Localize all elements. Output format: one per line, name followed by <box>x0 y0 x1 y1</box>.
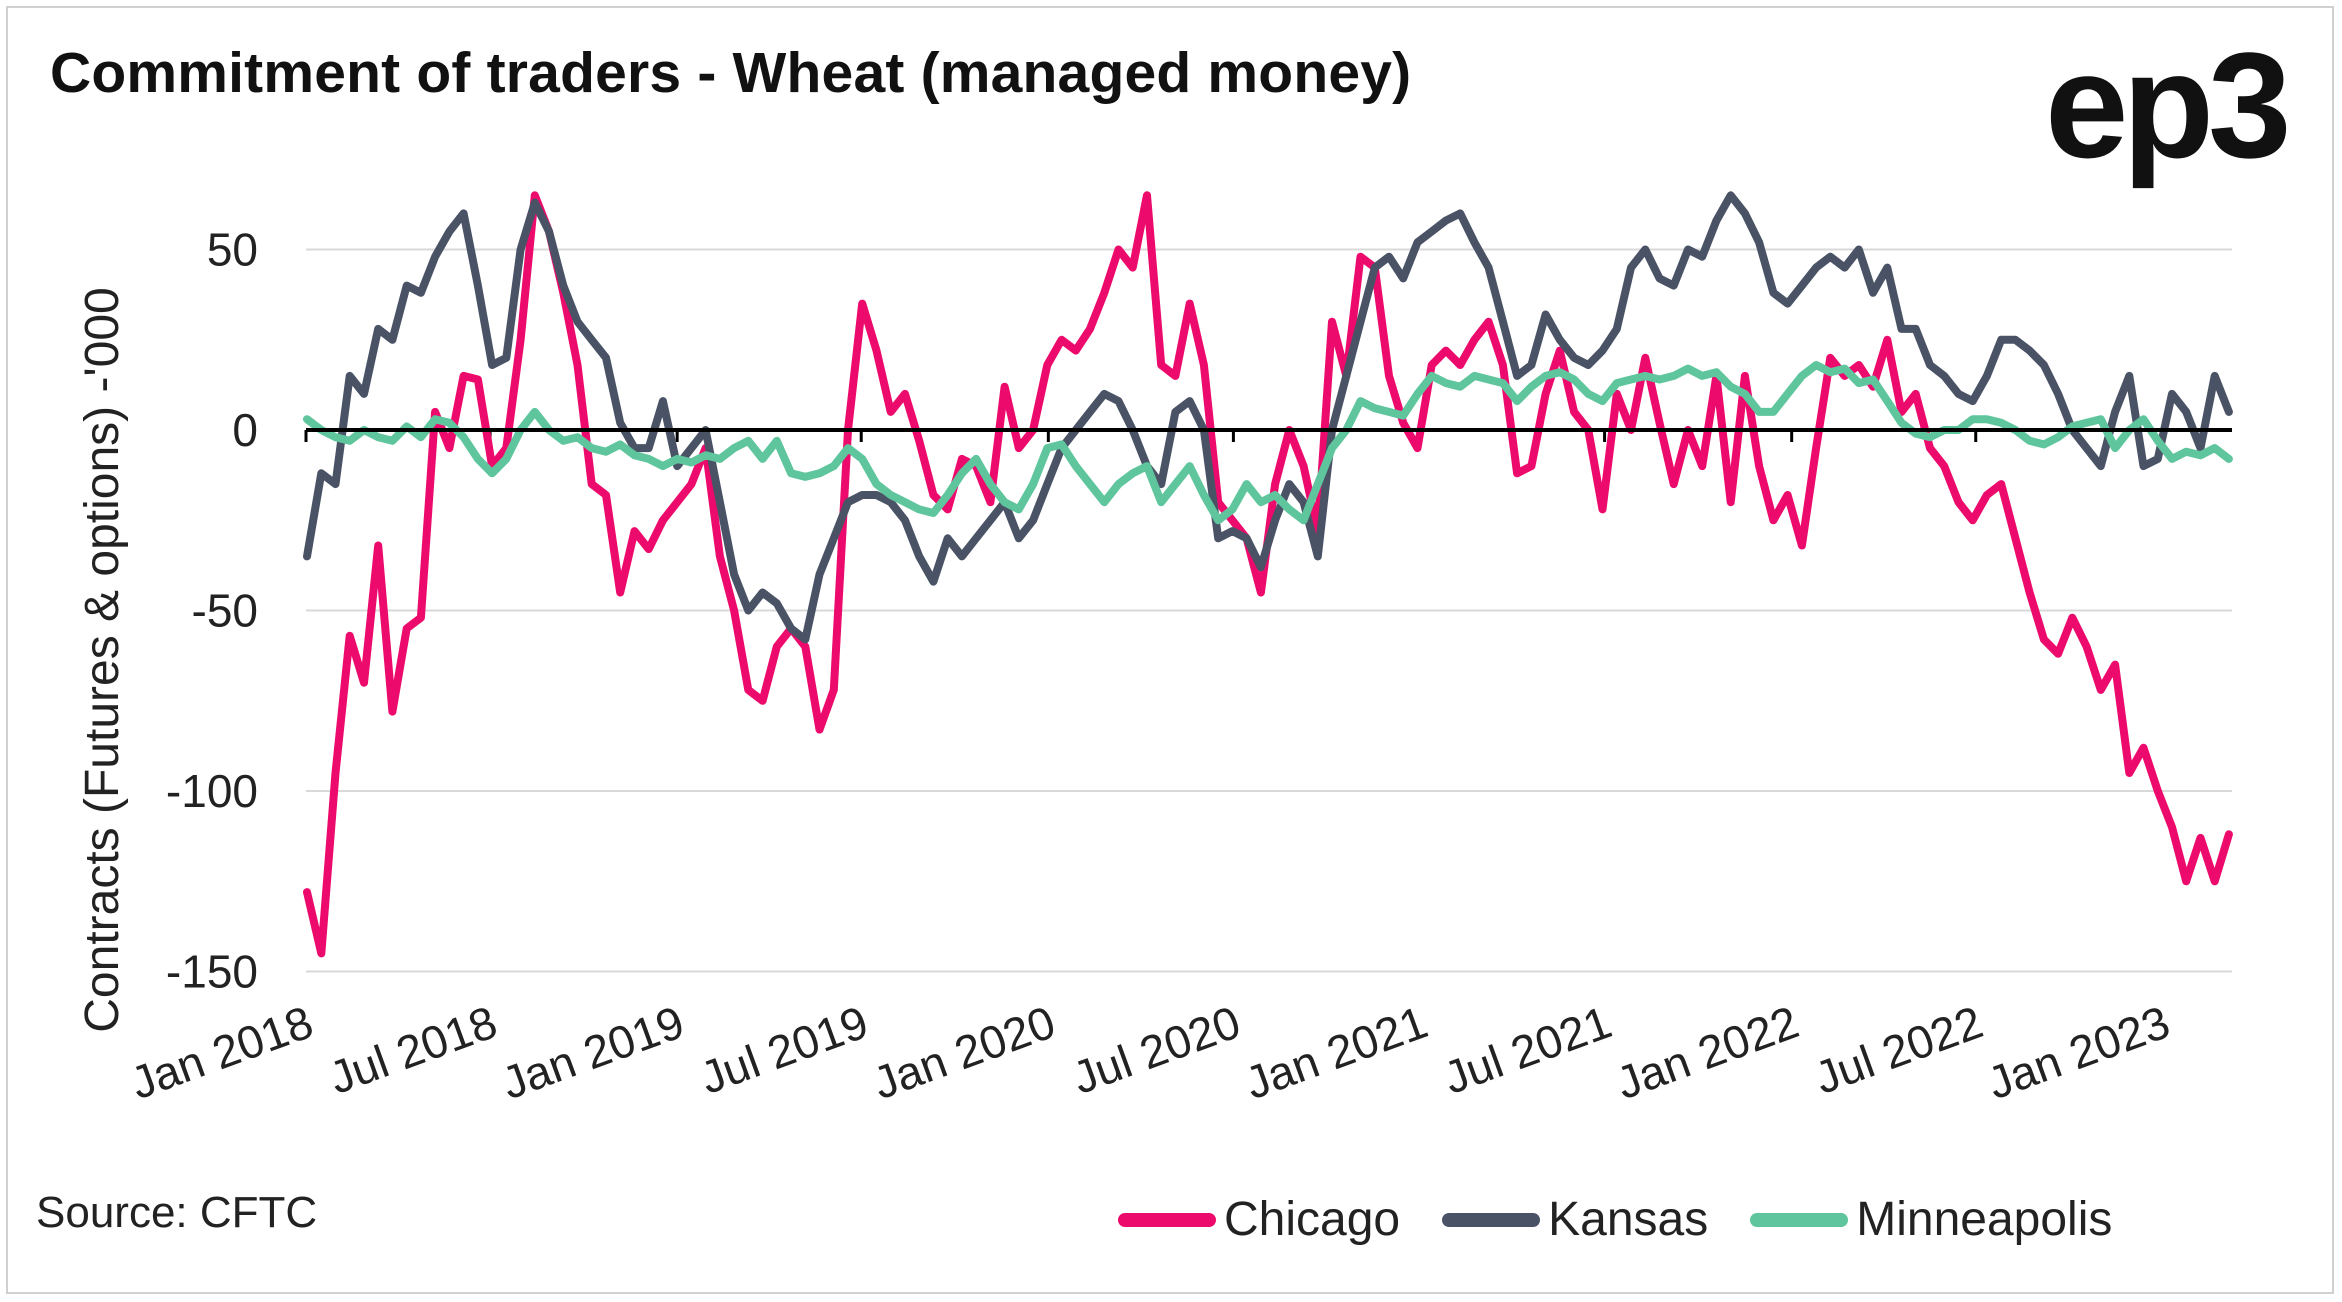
legend-swatch-minneapolis <box>1750 1212 1849 1227</box>
ep3-logo: ep3 <box>2045 21 2291 189</box>
x-tick-label: Jul 2020 <box>1066 996 1247 1104</box>
chart-title: Commitment of traders - Wheat (managed m… <box>50 41 1412 105</box>
series-line-minneapolis <box>303 361 2233 525</box>
legend-label-chicago: Chicago <box>1224 1193 1401 1246</box>
legend-label-minneapolis: Minneapolis <box>1856 1193 2113 1246</box>
legend-item-minneapolis: Minneapolis <box>1750 1192 2112 1247</box>
y-tick-label: -100 <box>166 765 258 817</box>
legend-label-kansas: Kansas <box>1548 1193 1709 1246</box>
legend: Chicago Kansas Minneapolis <box>1118 1192 2154 1247</box>
y-tick-label: -150 <box>166 946 258 998</box>
source-note: Source: CFTC <box>36 1188 318 1237</box>
y-tick-label: 50 <box>207 224 258 276</box>
x-tick-label: Jan 2023 <box>1981 996 2177 1110</box>
chart-frame <box>6 6 2334 1294</box>
series-line-chicago <box>303 191 2233 958</box>
legend-swatch-kansas <box>1442 1212 1541 1227</box>
x-tick-label: Jul 2018 <box>322 996 503 1104</box>
legend-item-chicago: Chicago <box>1118 1192 1400 1247</box>
y-axis-label: Contracts (Futures & options) -'000 <box>76 287 129 1032</box>
series-line-kansas <box>303 191 2233 644</box>
x-tick-label: Jan 2020 <box>866 996 1062 1110</box>
x-tick-label: Jan 2021 <box>1238 996 1434 1110</box>
y-tick-label: 0 <box>232 404 258 456</box>
y-tick-label: -50 <box>192 585 258 637</box>
x-tick-label: Jul 2019 <box>693 996 874 1104</box>
legend-item-kansas: Kansas <box>1442 1192 1708 1247</box>
x-tick-label: Jan 2019 <box>495 996 691 1110</box>
legend-swatch-chicago <box>1118 1212 1216 1227</box>
x-tick-label: Jul 2021 <box>1437 996 1618 1104</box>
x-tick-label: Jul 2022 <box>1808 996 1989 1104</box>
x-tick-label: Jan 2018 <box>124 996 320 1110</box>
x-tick-label: Jan 2022 <box>1609 996 1805 1110</box>
